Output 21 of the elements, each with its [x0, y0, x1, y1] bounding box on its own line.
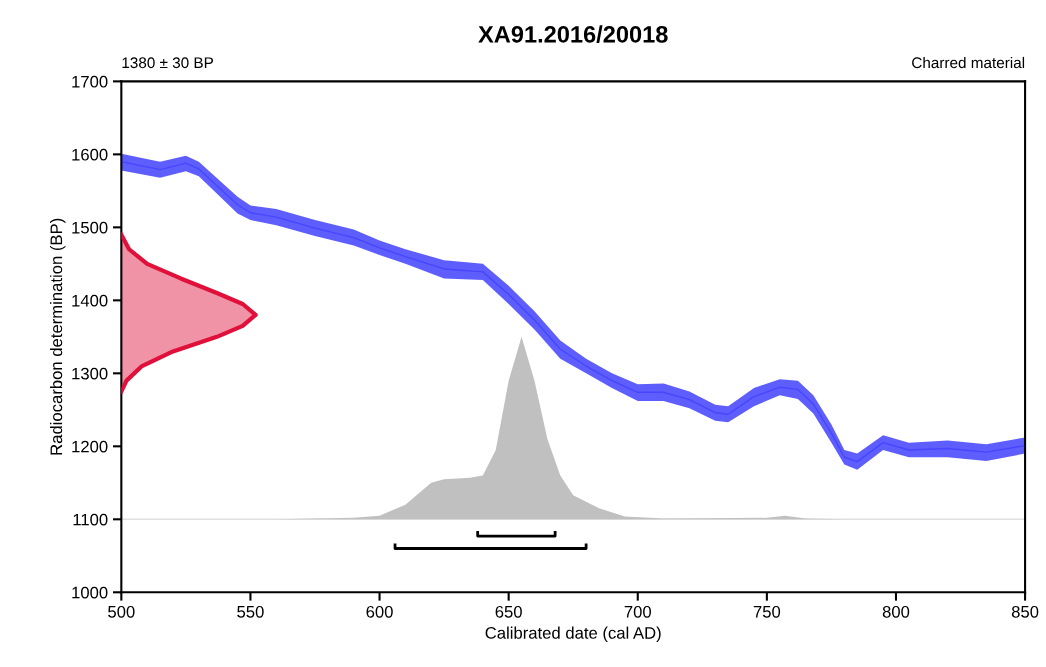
x-tick-label: 500: [108, 605, 135, 618]
y-tick-label: 1200: [72, 440, 108, 453]
y-tick-label: 1500: [72, 221, 108, 234]
x-tick-label: 850: [1011, 605, 1039, 618]
y-tick-label: 1400: [72, 294, 108, 307]
chart-title: XA91.2016/20018: [478, 25, 668, 43]
text: 1380 ± 30 BP: [122, 57, 214, 69]
y-tick-label: 1000: [72, 586, 108, 599]
x-tick-label: 650: [495, 605, 522, 618]
text: Charred material: [912, 56, 1025, 69]
y-tick-label: 1700: [72, 75, 108, 88]
x-tick-label: 700: [624, 605, 652, 618]
y-tick-label: 1100: [73, 513, 108, 526]
x-tick-label: 550: [237, 605, 264, 618]
x-tick-label: 600: [366, 605, 393, 618]
y-tick-label: 1600: [72, 148, 108, 161]
x-tick-label: 750: [753, 605, 781, 618]
x-tick-label: 800: [882, 605, 910, 618]
y-tick-label: 1300: [72, 367, 108, 380]
x-axis-title: Calibrated date (cal AD): [485, 626, 661, 643]
y-axis-title: Radiocarbon determination (BP): [49, 218, 66, 455]
